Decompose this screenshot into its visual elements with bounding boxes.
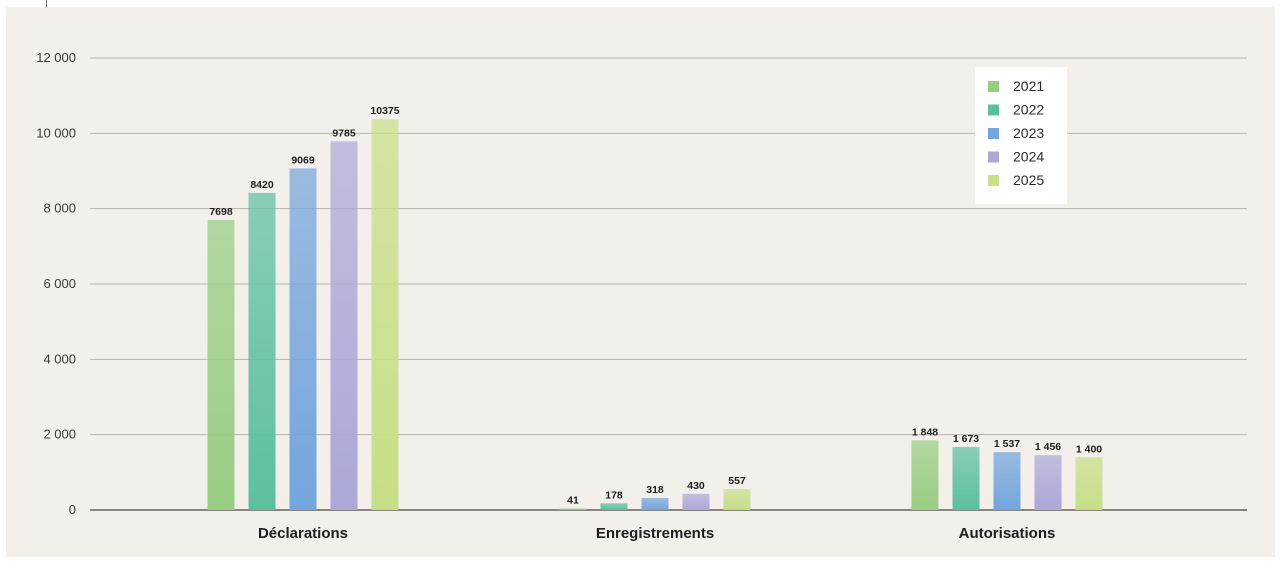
data-label: 1 848 [912,426,938,438]
bar-2024-1 [682,493,710,510]
data-label: 41 [567,494,579,506]
data-label: 557 [728,475,746,487]
category-label: Déclarations [258,525,348,542]
legend-label: 2025 [1013,172,1044,188]
bar-2025-0 [371,119,399,510]
bar-2023-0 [289,168,317,510]
legend-swatch [988,151,999,163]
data-label: 1 400 [1076,443,1102,455]
data-label: 430 [687,480,705,492]
data-label: 10375 [370,105,399,117]
bar-2022-0 [248,192,276,510]
legend-label: 2022 [1013,102,1044,118]
category-label: Autorisations [959,525,1056,542]
bar-2023-1 [641,498,669,510]
data-label: 7698 [209,206,233,218]
data-label: 9785 [332,127,356,139]
data-label: 318 [646,484,664,496]
bar-2024-2 [1034,455,1062,510]
bar-2022-2 [952,446,980,510]
legend-swatch [988,128,999,139]
legend-label: 2021 [1013,78,1044,94]
y-tick-label: 10 000 [36,125,76,140]
data-label: 1 673 [953,433,979,445]
y-tick-label: 0 [69,502,76,517]
bar-2021-2 [911,440,939,510]
legend-swatch [988,175,999,186]
legend: 2021 2022 2023 2024 2025 [975,67,1067,204]
y-tick-label: 6 000 [43,276,76,291]
legend-swatch [988,104,999,116]
bar-2024-0 [330,141,358,510]
y-tick-label: 12 000 [36,50,76,65]
y-tick-label: 4 000 [43,351,76,366]
bar-2021-0 [207,220,235,511]
bar-2022-1 [600,503,628,510]
bar-2023-2 [993,452,1021,510]
y-tick-label: 8 000 [43,201,76,216]
data-label: 1 537 [994,438,1020,450]
bar-2025-1 [723,489,751,510]
legend-swatch [988,81,999,92]
legend-label: 2024 [1013,149,1044,165]
data-label: 178 [605,489,623,501]
y-tick-label: 2 000 [43,427,76,442]
bar-2025-2 [1075,457,1103,510]
data-label: 9069 [291,154,315,166]
data-label: 1 456 [1035,441,1061,453]
category-label: Enregistrements [596,525,714,542]
bar-2021-1 [559,508,587,510]
legend-label: 2023 [1013,125,1044,141]
data-label: 8420 [250,179,274,191]
